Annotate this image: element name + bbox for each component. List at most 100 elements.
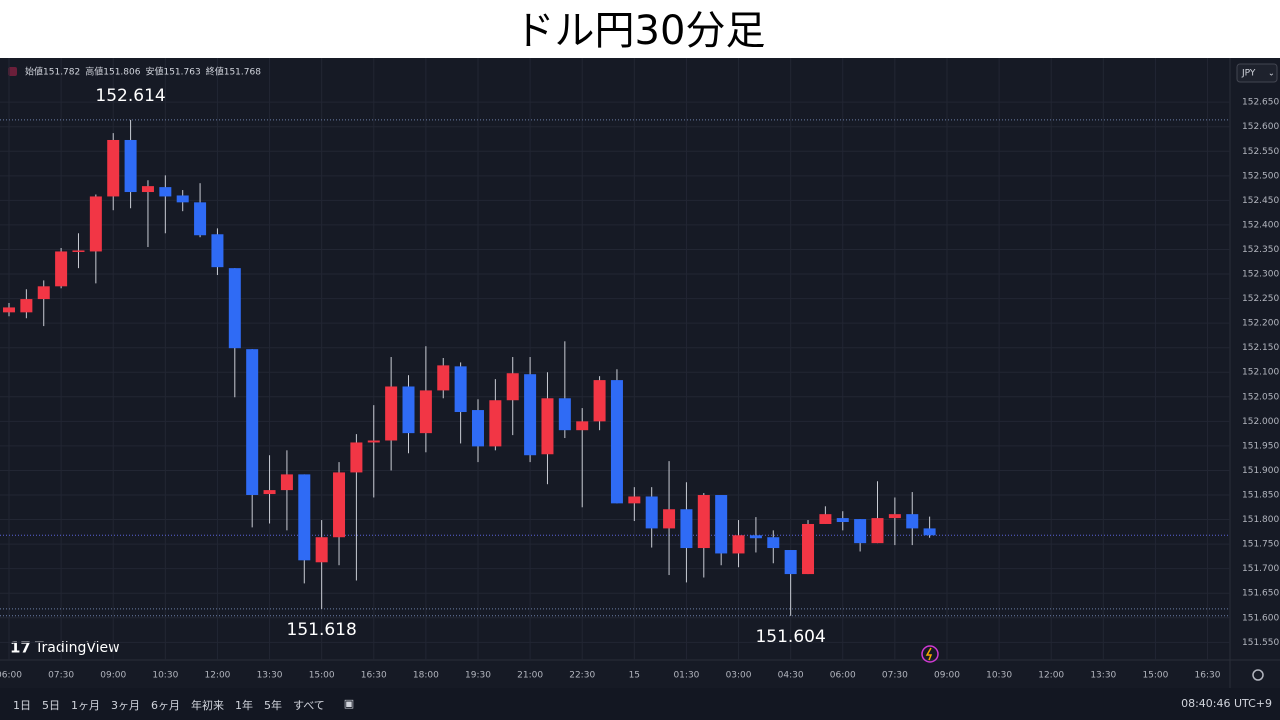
calendar-icon[interactable]: ▣ (343, 697, 355, 710)
candle-body (802, 523, 815, 575)
alert-icon[interactable] (921, 645, 939, 663)
y-tick-label: 151.650 (1242, 589, 1279, 599)
range-button[interactable]: 年初来 (191, 699, 224, 712)
settings-icon[interactable] (1252, 669, 1264, 681)
x-tick-label: 16:30 (1195, 671, 1221, 681)
y-tick-label: 152.400 (1242, 220, 1279, 230)
y-tick-label: 152.450 (1242, 196, 1279, 206)
candle-body (211, 234, 224, 268)
y-tick-label: 151.550 (1242, 638, 1279, 648)
candle-body (141, 186, 154, 193)
x-tick-label: 12:00 (1038, 671, 1064, 681)
ohlc-value: 151.768 (224, 68, 261, 78)
y-tick-label: 151.800 (1242, 515, 1279, 525)
candle-body (663, 509, 676, 529)
currency-label[interactable]: JPY (1241, 69, 1256, 79)
x-tick-label: 16:30 (361, 671, 387, 681)
candle-body (37, 286, 50, 300)
toolbar: 1日 5日 1ヶ月 3ヶ月 6ヶ月 年初来 1年 5年 すべて ▣ 08:40:46 UTC+9 (0, 688, 1280, 720)
range-button[interactable]: 5年 (264, 699, 282, 712)
ohlc-label: 安値 (145, 66, 163, 78)
x-tick-label: 15:00 (309, 671, 335, 681)
candle-body (55, 251, 68, 287)
candle-body (228, 268, 241, 349)
candle-body (107, 139, 120, 197)
y-tick-label: 152.000 (1242, 417, 1279, 427)
candle-body (506, 373, 519, 401)
candle-body (524, 374, 537, 456)
range-button[interactable]: 5日 (42, 699, 60, 712)
y-tick-label: 152.200 (1242, 319, 1279, 329)
range-button[interactable]: すべて (293, 699, 325, 712)
candle-body (871, 518, 884, 544)
x-tick-label: 18:00 (413, 671, 439, 681)
candle-body (246, 349, 259, 496)
y-tick-label: 152.250 (1242, 294, 1279, 304)
ohlc-value: 151.782 (43, 68, 80, 78)
ohlc-value: 151.763 (163, 68, 200, 78)
candle-body (836, 518, 849, 523)
candle-body (333, 472, 346, 538)
ohlc-value: 151.806 (103, 68, 140, 78)
candle-body (454, 366, 467, 413)
symbol-icon (8, 67, 17, 76)
candle-body (315, 537, 328, 563)
x-tick-label: 21:00 (517, 671, 543, 681)
range-button[interactable]: 1日 (13, 699, 31, 712)
candle-body (89, 196, 102, 252)
y-tick-label: 151.950 (1242, 441, 1279, 451)
chart: JPY ⌄ 17 TradingView 151.550 151.600 151.6… (0, 58, 1280, 688)
candle-body (298, 474, 311, 561)
candle-body (437, 365, 450, 391)
candle-body (402, 386, 415, 434)
y-tick-label: 152.300 (1242, 270, 1279, 280)
x-tick-label: 13:30 (257, 671, 283, 681)
currency-button[interactable] (1236, 63, 1278, 83)
candle-body (645, 496, 658, 529)
y-tick-label: 152.500 (1242, 171, 1279, 181)
y-tick-label: 152.100 (1242, 368, 1279, 378)
range-button[interactable]: 1年 (235, 699, 253, 712)
x-tick-label: 12:00 (204, 671, 230, 681)
x-tick-label: 22:30 (569, 671, 595, 681)
y-tick-label: 151.750 (1242, 540, 1279, 550)
y-tick-label: 152.600 (1242, 122, 1279, 132)
logo-mark: 17 (10, 639, 31, 657)
x-tick-label: 07:30 (882, 671, 908, 681)
candle-body (610, 380, 623, 504)
candle-body (680, 509, 693, 549)
candle-body (906, 514, 919, 529)
x-tick-label: 15:00 (1142, 671, 1168, 681)
y-tick-label: 151.850 (1242, 491, 1279, 501)
candle-body (888, 514, 901, 519)
candle-body (471, 410, 484, 447)
y-tick-label: 152.550 (1242, 147, 1279, 157)
y-tick-label: 151.600 (1242, 613, 1279, 623)
candle-body (280, 474, 293, 491)
clock: 08:40:46 UTC+9 (1181, 697, 1272, 710)
alert-bolt (925, 647, 933, 661)
candle-body (732, 535, 745, 554)
candle-body (593, 380, 606, 422)
range-button[interactable]: 3ヶ月 (111, 699, 140, 712)
x-tick-label: 07:30 (48, 671, 74, 681)
annotation-label: 151.618 (287, 620, 357, 640)
candle-body (715, 495, 728, 554)
range-button[interactable]: 6ヶ月 (151, 699, 180, 712)
annotation-label: 151.604 (755, 627, 825, 647)
y-tick-label: 152.350 (1242, 245, 1279, 255)
candle-body (20, 299, 33, 313)
candle-body (72, 250, 85, 252)
ohlc-label: 高値 (85, 66, 103, 78)
ohlc-label: 終値 (206, 66, 224, 78)
x-tick-label: 01:30 (673, 671, 699, 681)
candle-body (558, 398, 571, 431)
range-button[interactable]: 1ヶ月 (71, 699, 100, 712)
candle-body (767, 537, 780, 549)
page-title: ドル円30分足 (514, 8, 766, 54)
x-tick-label: 03:00 (726, 671, 752, 681)
candle-body (159, 187, 172, 197)
annotation-label: 152.614 (95, 86, 165, 106)
dropdown-arrow[interactable]: ⌄ (1268, 69, 1275, 78)
